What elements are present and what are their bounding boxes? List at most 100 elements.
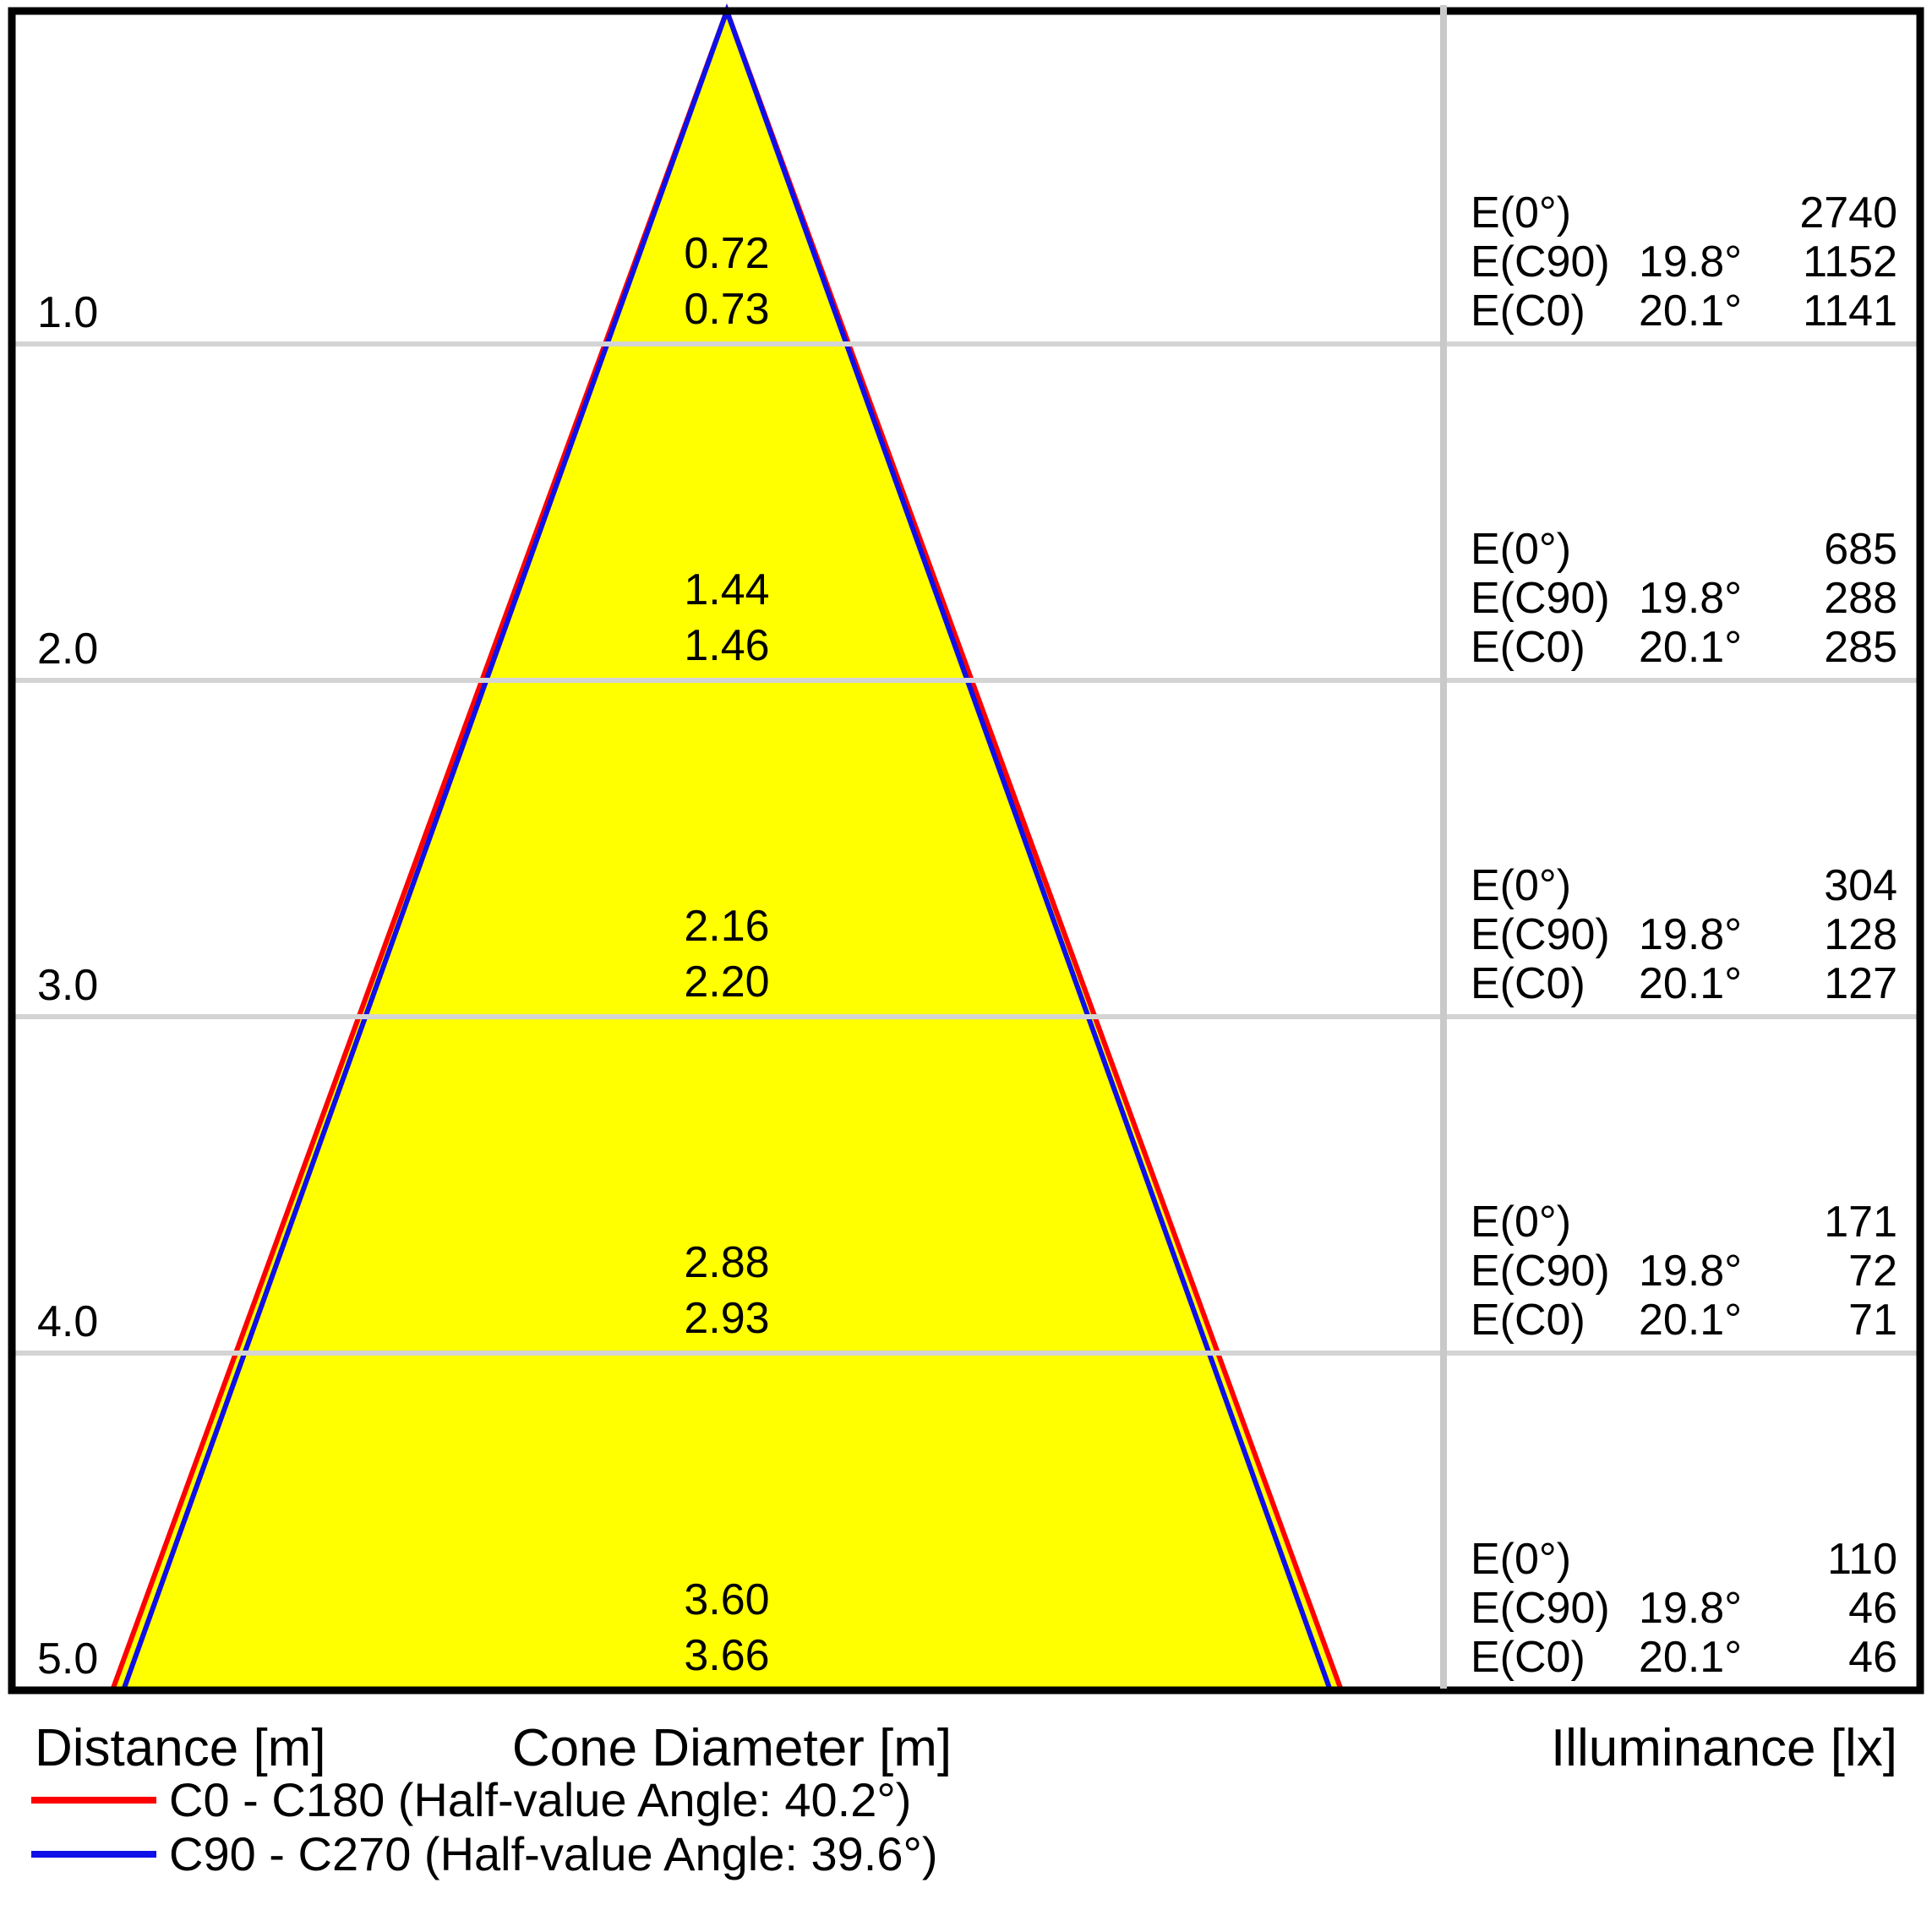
illuminance-value: 46: [1848, 1633, 1897, 1682]
blue-line-icon: [31, 1851, 156, 1858]
illuminance-angle: 20.1°: [1638, 623, 1742, 672]
table-border: [8, 7, 1924, 1695]
illuminance-block-1m: E(0°) 2740 E(C90) 19.8° 1152 E(C0) 20.1°…: [1471, 188, 1897, 336]
red-line-icon: [31, 1797, 156, 1804]
cone-diameter-values-4m: 2.88 2.93: [516, 1235, 938, 1346]
cone-diameter-c90: 1.44: [684, 565, 770, 614]
cone-diameter-values-3m: 2.16 2.20: [516, 898, 938, 1010]
illuminance-label: E(C0): [1471, 623, 1585, 672]
cone-diameter-c0: 1.46: [684, 621, 770, 670]
illuminance-value: 1141: [1803, 287, 1897, 336]
illuminance-label: E(C0): [1471, 1633, 1585, 1682]
illuminance-value: 685: [1824, 525, 1897, 574]
cone-diameter-values-1m: 0.72 0.73: [516, 226, 938, 337]
illuminance-value: 304: [1824, 861, 1897, 910]
c90-c270-line-swatch: [31, 1851, 156, 1858]
illuminance-angle: [1631, 525, 1749, 574]
legend-label-c90-c270: C90 - C270 (Half-value Angle: 39.6°): [169, 1827, 938, 1880]
illuminance-label: E(C90): [1471, 910, 1610, 959]
cone-diameter-c90: 2.88: [684, 1238, 770, 1287]
illuminance-label: E(C90): [1471, 574, 1610, 623]
table-row: 1.0 0.72 0.73 E(0°) 2740 E(C90) 19.8° 11…: [0, 11, 1932, 344]
illuminance-angle: 20.1°: [1638, 959, 1742, 1008]
illuminance-line: E(0°) 110: [1471, 1535, 1897, 1584]
distance-label-4m: 4.0: [37, 1297, 99, 1346]
illuminance-angle: [1631, 1198, 1749, 1247]
illuminance-line: E(C0) 20.1° 46: [1471, 1633, 1897, 1682]
distance-label-2m: 2.0: [37, 625, 99, 674]
illuminance-angle: [1631, 188, 1749, 237]
illuminance-angle: 20.1°: [1638, 1296, 1742, 1345]
cone-diameter-c90: 3.60: [684, 1575, 770, 1624]
illuminance-line: E(C0) 20.1° 71: [1471, 1296, 1897, 1345]
legend: C0 - C180 (Half-value Angle: 40.2°) C90 …: [0, 1773, 1932, 1881]
table-row: 2.0 1.44 1.46 E(0°) 685 E(C90) 19.8° 288…: [0, 344, 1932, 680]
illuminance-angle: [1631, 1535, 1749, 1584]
illuminance-value: 285: [1824, 623, 1897, 672]
cone-diameter-axis-label: Cone Diameter [m]: [511, 1719, 952, 1777]
illuminance-value: 128: [1824, 910, 1897, 959]
cone-diameter-c0: 2.20: [684, 958, 770, 1007]
illuminance-line: E(C0) 20.1° 1141: [1471, 287, 1897, 336]
table-row: 4.0 2.88 2.93 E(0°) 171 E(C90) 19.8° 72 …: [0, 1017, 1932, 1353]
illuminance-line: E(C0) 20.1° 285: [1471, 623, 1897, 672]
illuminance-value: 1152: [1803, 237, 1897, 287]
cone-diameter-values-2m: 1.44 1.46: [516, 562, 938, 674]
cone-diameter-c90: 2.16: [684, 902, 770, 951]
cone-diameter-c0: 0.73: [684, 285, 770, 334]
illuminance-angle: [1631, 861, 1749, 910]
illuminance-label: E(C0): [1471, 1296, 1585, 1345]
illuminance-value: 2740: [1799, 188, 1897, 237]
illuminance-label: E(C90): [1471, 237, 1610, 287]
legend-label-c0-c180: C0 - C180 (Half-value Angle: 40.2°): [169, 1773, 912, 1826]
illuminance-label: E(C90): [1471, 1247, 1610, 1296]
illuminance-angle: 19.8°: [1638, 910, 1742, 959]
illuminance-value: 127: [1824, 959, 1897, 1008]
cone-diameter-values-5m: 3.60 3.66: [516, 1572, 938, 1684]
cone-diameter-c0: 2.93: [684, 1294, 770, 1343]
axis-labels: Distance [m] Cone Diameter [m] Illuminan…: [0, 1721, 1932, 1780]
legend-item-c90-c270: C90 - C270 (Half-value Angle: 39.6°): [0, 1827, 1932, 1881]
illuminance-block-2m: E(0°) 685 E(C90) 19.8° 288 E(C0) 20.1° 2…: [1471, 525, 1897, 672]
illuminance-label: E(0°): [1471, 1198, 1572, 1247]
distance-axis-label: Distance [m]: [35, 1719, 326, 1777]
illuminance-line: E(0°) 304: [1471, 861, 1897, 910]
illuminance-axis-label: Illuminance [lx]: [1550, 1719, 1897, 1777]
legend-item-c0-c180: C0 - C180 (Half-value Angle: 40.2°): [0, 1773, 1932, 1827]
illuminance-line: E(0°) 685: [1471, 525, 1897, 574]
illuminance-value: 171: [1824, 1198, 1897, 1247]
illuminance-angle: 19.8°: [1638, 1247, 1742, 1296]
illuminance-label: E(C90): [1471, 1584, 1610, 1633]
illuminance-label: E(0°): [1471, 861, 1572, 910]
distance-label-3m: 3.0: [37, 961, 99, 1010]
illuminance-value: 288: [1824, 574, 1897, 623]
illuminance-label: E(0°): [1471, 525, 1572, 574]
illuminance-value: 72: [1848, 1247, 1897, 1296]
illuminance-angle: 20.1°: [1638, 1633, 1742, 1682]
light-cone-fill: [112, 11, 1341, 1690]
table-row: 3.0 2.16 2.20 E(0°) 304 E(C90) 19.8° 128…: [0, 680, 1932, 1017]
table-row: 5.0 3.60 3.66 E(0°) 110 E(C90) 19.8° 46 …: [0, 1353, 1932, 1690]
illuminance-value: 71: [1848, 1296, 1897, 1345]
illuminance-block-5m: E(0°) 110 E(C90) 19.8° 46 E(C0) 20.1° 46: [1471, 1535, 1897, 1682]
illuminance-line: E(C90) 19.8° 72: [1471, 1247, 1897, 1296]
illuminance-angle: 19.8°: [1638, 574, 1742, 623]
illuminance-line: E(C0) 20.1° 127: [1471, 959, 1897, 1008]
distance-label-1m: 1.0: [37, 288, 99, 337]
illuminance-label: E(0°): [1471, 1535, 1572, 1584]
illuminance-line: E(C90) 19.8° 1152: [1471, 237, 1897, 287]
illuminance-block-3m: E(0°) 304 E(C90) 19.8° 128 E(C0) 20.1° 1…: [1471, 861, 1897, 1008]
distance-label-5m: 5.0: [37, 1635, 99, 1684]
illuminance-angle: 20.1°: [1638, 287, 1742, 336]
illuminance-value: 46: [1848, 1584, 1897, 1633]
illuminance-block-4m: E(0°) 171 E(C90) 19.8° 72 E(C0) 20.1° 71: [1471, 1198, 1897, 1345]
illuminance-label: E(C0): [1471, 959, 1585, 1008]
cone-diameter-c0: 3.66: [684, 1631, 770, 1680]
illuminance-label: E(C0): [1471, 287, 1585, 336]
illuminance-line: E(C90) 19.8° 46: [1471, 1584, 1897, 1633]
illuminance-line: E(0°) 171: [1471, 1198, 1897, 1247]
illuminance-line: E(C90) 19.8° 288: [1471, 574, 1897, 623]
illuminance-line: E(C90) 19.8° 128: [1471, 910, 1897, 959]
